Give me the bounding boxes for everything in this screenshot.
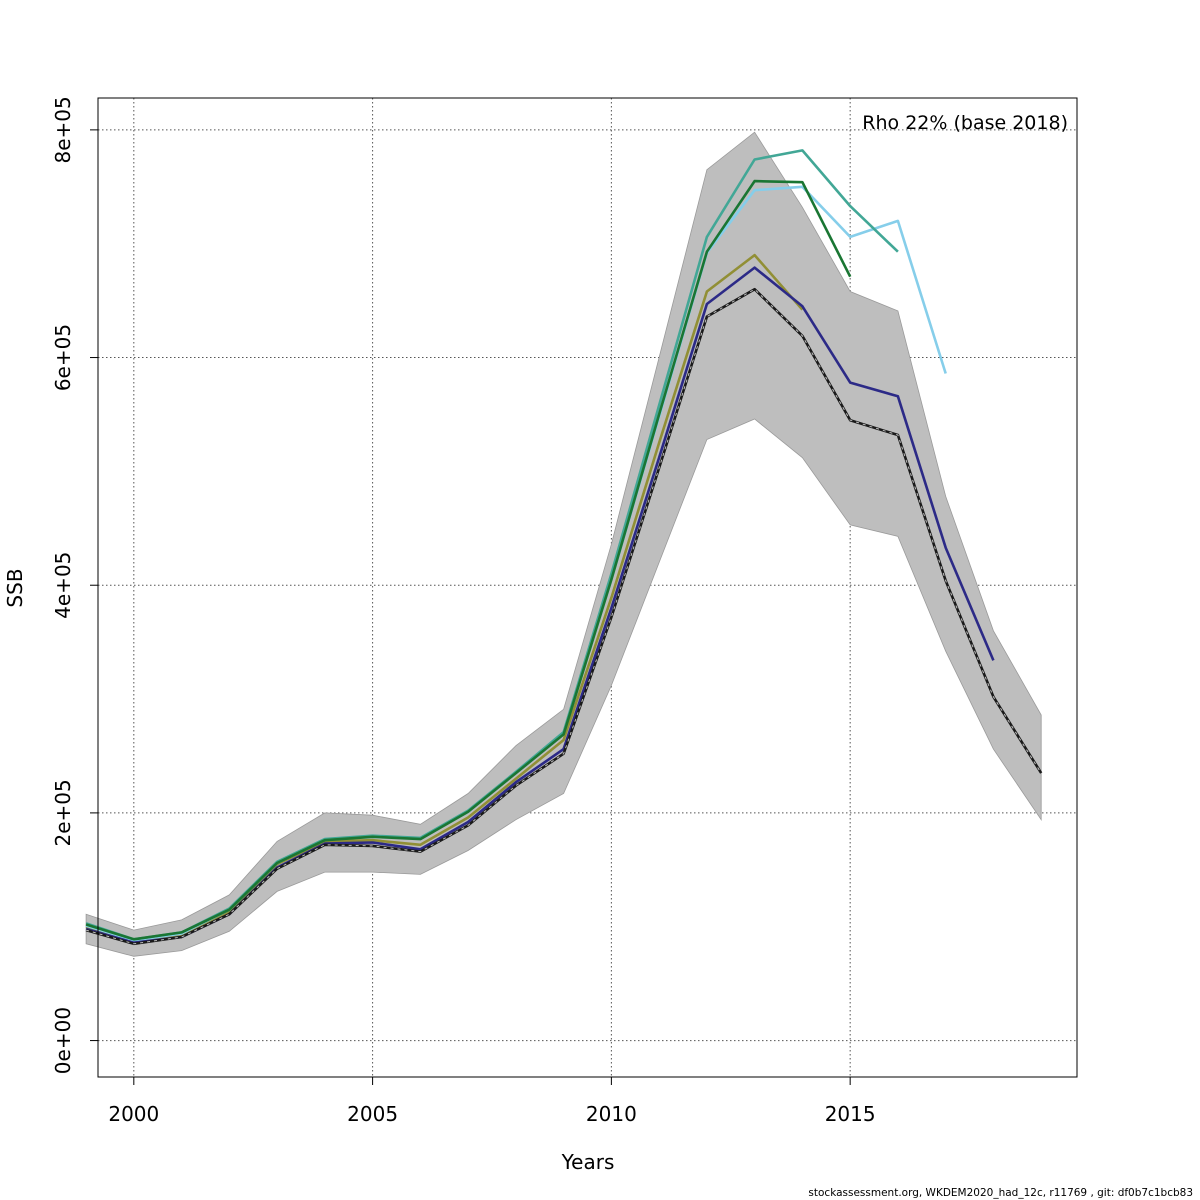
rho-annotation: Rho 22% (base 2018) xyxy=(862,112,1068,134)
y-axis-title: SSB xyxy=(3,568,27,607)
x-axis-title: Years xyxy=(561,1150,615,1174)
series-line-peel_2013 xyxy=(85,253,804,943)
y-tick-label: 2e+05 xyxy=(51,779,75,846)
axes: 2000 2005 2010 2015 0e+00 2e+05 4e+05 6e+05 8e+0… xyxy=(51,96,876,1126)
x-tick-label: 2005 xyxy=(347,1102,398,1126)
footer-credit: stockassessment.org, WKDEM2020_had_12c, … xyxy=(808,1187,1193,1199)
confidence-band xyxy=(85,131,1042,957)
confidence-band-area xyxy=(85,131,1042,957)
y-tick-label: 0e+00 xyxy=(51,1007,75,1074)
plot-frame xyxy=(97,97,1078,1078)
series-dash-base xyxy=(85,288,1042,945)
x-tick-label: 2010 xyxy=(586,1102,637,1126)
y-tick-label: 8e+05 xyxy=(51,96,75,163)
series-lines xyxy=(85,149,1043,946)
y-tick-label: 4e+05 xyxy=(51,552,75,619)
x-tick-label: 2000 xyxy=(108,1102,159,1126)
x-tick-label: 2015 xyxy=(825,1102,876,1126)
y-tick-label: 6e+05 xyxy=(51,324,75,391)
series-line-peel_2014 xyxy=(85,179,852,941)
